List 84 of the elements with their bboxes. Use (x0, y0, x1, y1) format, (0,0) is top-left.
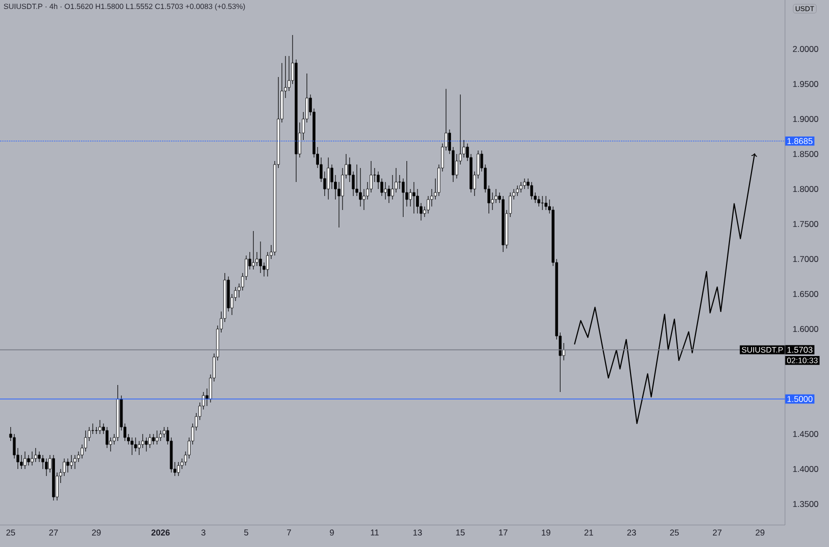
ref-line-label: 1.5000 (787, 396, 812, 402)
candlestick (412, 182, 416, 214)
y-tick-label: 2.0000 (792, 46, 818, 52)
x-tick-label: 17 (499, 530, 508, 536)
y-tick-label: 1.4000 (793, 466, 818, 472)
x-tick-label: 21 (584, 530, 594, 536)
y-tick-label: 1.6000 (793, 326, 818, 332)
y-tick-label: 1.8500 (793, 150, 818, 158)
candlestick (134, 437, 137, 452)
y-tick-label: 1.6500 (793, 290, 818, 298)
x-tick-label: 23 (627, 530, 636, 536)
candlestick (159, 430, 162, 442)
x-tick-label: 29 (756, 530, 764, 536)
candlestick (530, 182, 534, 200)
x-tick-label: 11 (370, 530, 379, 536)
candlestick (537, 196, 540, 207)
candlestick (516, 185, 519, 196)
candlestick (520, 182, 522, 193)
candlestick (391, 174, 394, 200)
x-tick-label: 2026 (151, 530, 170, 536)
ref-line-label: 1.5703 (787, 346, 812, 353)
candlestick (74, 454, 76, 470)
x-tick-label: 9 (330, 530, 334, 536)
candlestick (144, 437, 148, 452)
candlestick (130, 437, 134, 456)
candlestick (326, 157, 330, 200)
candlestick (162, 426, 166, 438)
y-tick-label: 1.4500 (793, 430, 818, 438)
x-tick-label: 27 (49, 530, 58, 536)
candlestick (20, 454, 23, 470)
candlestick (70, 454, 73, 470)
y-tick-label: 1.3500 (793, 500, 818, 508)
candlestick (398, 174, 402, 190)
candlestick (405, 160, 408, 207)
candlestick (252, 230, 255, 270)
candlestick (540, 196, 544, 210)
ref-line-label: 1.8685 (787, 138, 812, 144)
y-tick-label: 1.9500 (793, 80, 818, 88)
candlestick (66, 458, 70, 473)
text: 02:10:33 (787, 358, 818, 364)
y-tick-label: 1.9000 (793, 116, 818, 122)
candlestick (402, 178, 405, 218)
candlestick (384, 182, 387, 200)
candlestick (24, 451, 26, 470)
candlestick (426, 196, 430, 214)
candlestick (388, 185, 390, 204)
candlestick (138, 440, 141, 456)
x-tick-label: 27 (712, 530, 722, 536)
x-tick-label: 7 (287, 530, 291, 536)
x-tick-label: 3 (201, 530, 206, 536)
candlestick (380, 178, 384, 196)
candlestick (44, 458, 48, 476)
candlestick (494, 188, 498, 204)
candlestick (177, 462, 180, 476)
candlestick (376, 171, 380, 190)
candlestick (156, 430, 158, 445)
x-tick-label: 15 (456, 530, 465, 536)
candlestick (491, 192, 494, 210)
candlestick (30, 451, 34, 466)
candlestick (98, 420, 102, 434)
x-tick-label: 19 (542, 530, 550, 536)
candlestick (27, 454, 30, 466)
candlestick (523, 178, 526, 190)
candlestick (152, 434, 155, 445)
annotation: SUIUSDT.P (742, 346, 783, 353)
candlestick (256, 252, 258, 266)
candlestick (358, 168, 362, 207)
candlestick (148, 434, 152, 448)
x-tick-label: 25 (670, 530, 679, 536)
y-tick-label: 1.8000 (793, 186, 818, 192)
candlestick (91, 423, 94, 434)
candlestick (34, 448, 38, 462)
y-tick-label: 1.7500 (793, 220, 818, 228)
candlestick (455, 154, 458, 179)
candlestick (266, 252, 270, 277)
x-tick-label: 5 (244, 530, 248, 536)
candlestick (106, 426, 108, 448)
y-tick-label: 1.7000 (793, 256, 818, 262)
candlestick (462, 140, 466, 158)
x-tick-label: 29 (92, 530, 101, 536)
candlestick (544, 196, 548, 210)
candlestick (259, 241, 262, 274)
x-tick-label: 13 (413, 530, 422, 536)
x-tick-label: 25 (6, 530, 16, 536)
